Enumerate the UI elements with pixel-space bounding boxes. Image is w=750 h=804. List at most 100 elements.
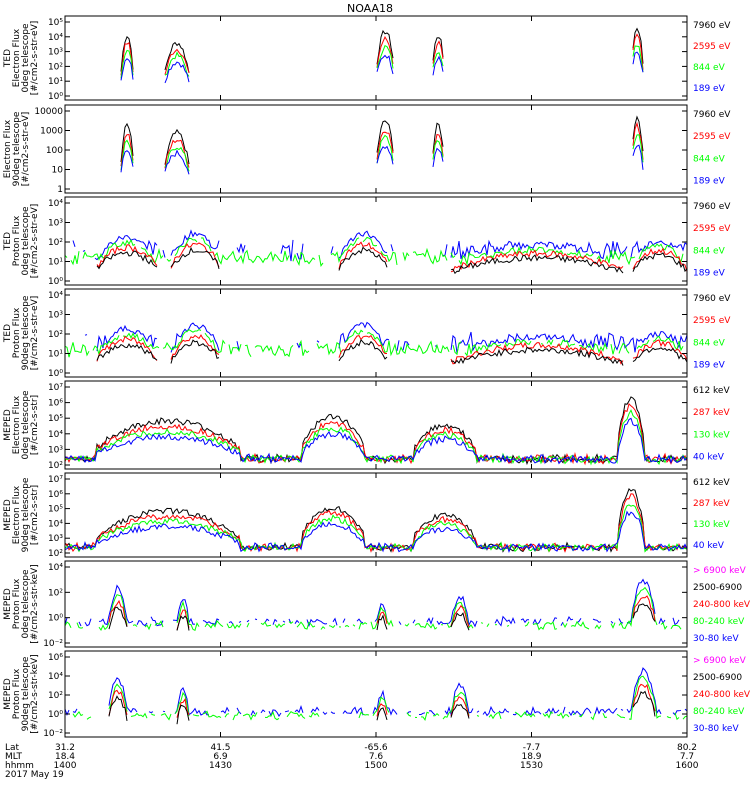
y-axis-label: MEPEDProton Flux0deg telescope[#/cm2-s-s… bbox=[3, 564, 40, 643]
legend-item: 7960 eV bbox=[693, 294, 731, 304]
legend-item: 2595 eV bbox=[693, 132, 731, 142]
footer-group: Lat 31.2 41.5 -65.6 -7.7 80.2 MLT 18.4 6.9 7.6 18.… bbox=[5, 743, 699, 780]
y-axis-label-line: TED bbox=[3, 49, 13, 68]
series-black-trace bbox=[120, 27, 644, 73]
footer-row-label: Lat bbox=[5, 743, 20, 753]
series-blue-trace bbox=[120, 144, 644, 175]
y-tick-label: 10⁴ bbox=[48, 291, 63, 301]
y-tick-label: 10² bbox=[48, 691, 63, 701]
y-axis-label-line: [#/cm2-s-str] bbox=[30, 395, 40, 455]
y-tick-label: 1000 bbox=[40, 127, 63, 137]
series-black-trace bbox=[64, 396, 688, 466]
series-blue-trace bbox=[64, 417, 688, 465]
footer-value: 1530 bbox=[520, 761, 543, 771]
panel-frame bbox=[64, 15, 688, 101]
y-tick-label: 10 bbox=[52, 166, 64, 176]
y-axis-label: MEPEDElectron Flux0deg telescope[#/cm2-s… bbox=[3, 390, 40, 460]
legend-item: 844 eV bbox=[693, 63, 726, 73]
legend-item: 2500-6900 bbox=[693, 583, 742, 593]
y-tick-label: 10³ bbox=[48, 311, 63, 321]
y-tick-label: 10000 bbox=[34, 107, 63, 117]
y-axis-label-line: [#/cm2-s-str-keV] bbox=[30, 654, 40, 733]
y-axis-label-line: Electron Flux bbox=[12, 395, 22, 454]
y-tick-label: 10⁵ bbox=[48, 18, 63, 28]
y-tick-label: 10³ bbox=[48, 534, 63, 544]
series-green-trace bbox=[65, 588, 685, 631]
footer-value: 7.7 bbox=[680, 752, 694, 762]
legend-item: 287 keV bbox=[693, 408, 730, 418]
legend-item: 844 eV bbox=[693, 246, 726, 256]
footer-row-label: hhmm bbox=[5, 761, 34, 771]
series-green-trace bbox=[64, 504, 687, 553]
footer-value: 1600 bbox=[676, 761, 699, 771]
y-axis-label-line: 90deg telescope bbox=[21, 656, 31, 731]
legend-item: 40 keV bbox=[693, 452, 725, 462]
footer-value: 1500 bbox=[365, 761, 388, 771]
y-axis-label-line: Proton Flux bbox=[12, 215, 22, 266]
panel-frame bbox=[64, 650, 688, 738]
y-axis-label-line: 0deg telescope bbox=[21, 569, 31, 639]
legend-item: 40 keV bbox=[693, 541, 725, 551]
footer-value: -7.7 bbox=[523, 743, 541, 753]
legend-item: 844 eV bbox=[693, 338, 726, 348]
legend-item: 80-240 keV bbox=[693, 707, 745, 717]
y-tick-label: 10⁷ bbox=[48, 383, 63, 393]
y-axis-label-line: [#/cm2-s-str-eV] bbox=[30, 204, 40, 279]
y-axis-label-line: 90deg telescope bbox=[21, 295, 31, 370]
footer-value: 6.9 bbox=[213, 752, 228, 762]
series-green-trace bbox=[120, 45, 644, 79]
y-tick-label: 10⁰ bbox=[48, 92, 63, 102]
y-axis-label-line: 90deg telescope bbox=[12, 111, 22, 186]
series-black-trace bbox=[96, 246, 688, 275]
y-tick-label: 10¹ bbox=[48, 77, 63, 87]
panel-frame bbox=[64, 288, 688, 378]
y-tick-label: 10² bbox=[48, 62, 63, 72]
legend-item: 30-80 keV bbox=[693, 634, 739, 644]
footer-value: 1430 bbox=[209, 761, 232, 771]
series-green-trace bbox=[120, 134, 644, 172]
footer-value: 18.4 bbox=[55, 752, 75, 762]
y-axis-label: TEDElectron Flux0deg telescope[#/cm2-s-s… bbox=[3, 21, 40, 96]
panel-8: 10⁻² 10⁰ 10² 10⁴ 10⁶ MEPEDProton Flux90deg te… bbox=[3, 650, 750, 739]
y-tick-label: 10³ bbox=[48, 48, 63, 58]
y-axis-label: TEDProton Flux90deg telescope[#/cm2-s-st… bbox=[3, 295, 40, 370]
legend-item: 189 eV bbox=[693, 84, 726, 94]
y-axis-label: TEDProton Flux0deg telescope[#/cm2-s-str… bbox=[3, 204, 40, 279]
series-blue-trace bbox=[64, 510, 688, 553]
y-tick-label: 10³ bbox=[48, 445, 63, 455]
y-axis-label-line: Proton Flux bbox=[12, 668, 22, 719]
legend-item: 189 eV bbox=[693, 360, 726, 370]
series-red-trace bbox=[108, 683, 656, 718]
y-tick-label: 1 bbox=[57, 185, 63, 195]
y-tick-label: 10² bbox=[48, 330, 63, 340]
legend-item: > 6900 keV bbox=[693, 656, 747, 666]
series-black-trace bbox=[120, 115, 644, 165]
series-black-trace bbox=[108, 690, 656, 725]
y-tick-label: 10⁻² bbox=[43, 639, 63, 649]
legend-item: 612 keV bbox=[693, 478, 730, 488]
legend-item: 2595 eV bbox=[693, 316, 731, 326]
y-tick-label: 10⁴ bbox=[48, 563, 63, 573]
y-axis-label-line: MEPED bbox=[3, 499, 13, 531]
y-axis-label: MEPEDProton Flux90deg telescope[#/cm2-s-… bbox=[3, 654, 40, 733]
y-tick-label: 10⁴ bbox=[48, 430, 63, 440]
y-axis-label-line: Electron Flux bbox=[12, 28, 22, 87]
footer-value: -65.6 bbox=[364, 743, 388, 753]
legend-item: 189 eV bbox=[693, 268, 726, 278]
y-tick-label: 10⁰ bbox=[48, 710, 63, 720]
legend-item: 2595 eV bbox=[693, 224, 731, 234]
series-red-trace bbox=[96, 334, 688, 365]
legend-item: 2595 eV bbox=[693, 42, 731, 52]
footer-value: 31.2 bbox=[55, 743, 75, 753]
series-blue-trace bbox=[64, 667, 688, 717]
series-black-trace bbox=[108, 603, 656, 631]
series-green-trace bbox=[72, 675, 688, 721]
y-axis-label-line: Electron Flux bbox=[12, 485, 22, 544]
panel-6: 10² 10³ 10⁴ 10⁵ 10⁶ 10⁷ MEPEDElectron Flux90de… bbox=[3, 472, 730, 559]
series-blue-trace bbox=[120, 51, 644, 84]
legend-item: 130 keV bbox=[693, 430, 730, 440]
y-axis-label-line: [#/cm2-s-str-eV] bbox=[30, 21, 40, 96]
